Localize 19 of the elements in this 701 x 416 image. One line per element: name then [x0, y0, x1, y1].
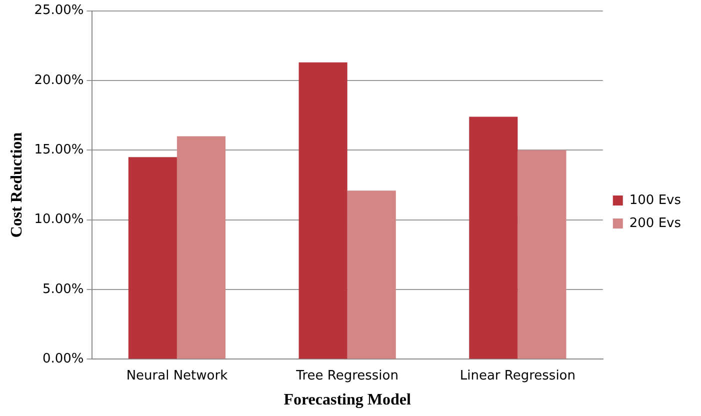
x-tick-label: Linear Regression: [460, 368, 576, 384]
bar: [518, 150, 566, 359]
x-tick-label: Neural Network: [126, 368, 228, 384]
bar: [298, 62, 348, 359]
bar: [469, 116, 518, 359]
y-axis-title: Cost Reduction: [8, 132, 26, 238]
y-tick-label: 10.00%: [34, 212, 84, 228]
x-tick-label: Tree Regression: [295, 368, 398, 384]
legend-label: 200 Evs: [629, 216, 682, 231]
y-tick-label: 5.00%: [42, 282, 84, 297]
y-tick-label: 0.00%: [42, 352, 84, 367]
y-tick-label: 15.00%: [34, 142, 84, 158]
bar: [347, 190, 396, 359]
y-tick-label: 20.00%: [34, 72, 84, 88]
y-tick-label: 25.00%: [34, 3, 84, 18]
legend-label: 100 Evs: [629, 192, 682, 208]
bar: [128, 157, 177, 359]
x-axis-title: Forecasting Model: [284, 392, 412, 409]
bar: [176, 136, 226, 359]
